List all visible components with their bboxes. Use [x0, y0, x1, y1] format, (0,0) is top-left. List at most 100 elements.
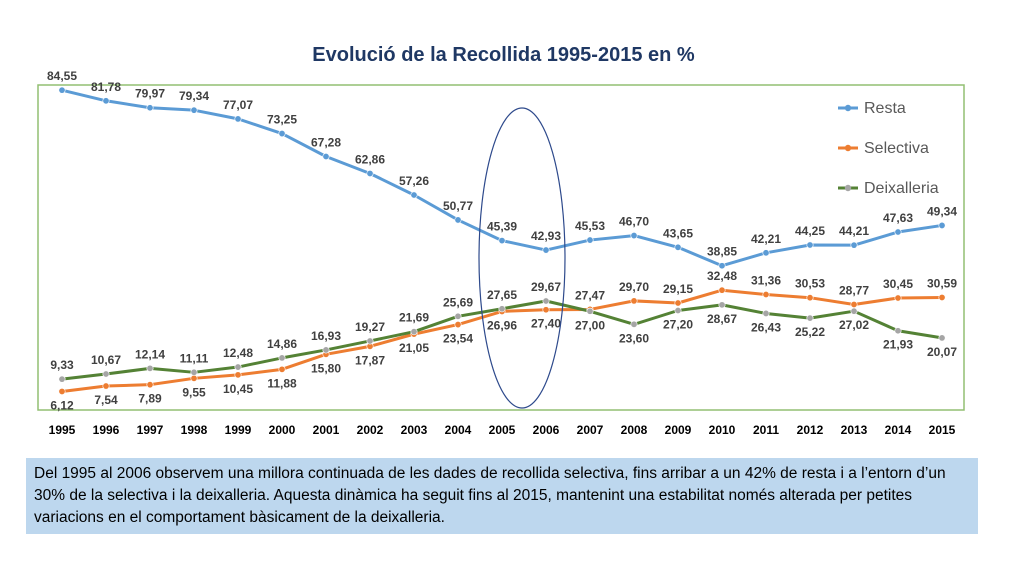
data-label-deixalleria-1998: 11,11 [180, 351, 209, 365]
data-label-resta-1995: 84,55 [47, 69, 77, 83]
data-label-deixalleria-2005: 27,65 [487, 288, 517, 302]
data-point-resta-2012 [806, 241, 814, 249]
x-tick-label-2008: 2008 [621, 423, 648, 437]
data-label-resta-2014: 47,63 [883, 211, 913, 225]
data-label-deixalleria-2000: 14,86 [267, 337, 297, 351]
data-label-selectiva-2010: 32,48 [707, 269, 737, 283]
data-point-deixalleria-1998 [190, 368, 198, 376]
data-label-resta-2009: 43,65 [663, 226, 693, 240]
legend-label-deixalleria: Deixalleria [864, 180, 939, 197]
data-label-deixalleria-2006: 29,67 [531, 280, 561, 294]
data-label-resta-2001: 67,28 [311, 136, 341, 150]
data-label-selectiva-2004: 23,54 [443, 332, 473, 346]
data-label-deixalleria-2011: 26,43 [751, 320, 781, 334]
data-label-selectiva-2005: 26,96 [487, 318, 517, 332]
data-point-selectiva-2004 [454, 321, 462, 329]
data-point-deixalleria-2006 [542, 297, 550, 305]
data-point-resta-2014 [894, 228, 902, 236]
data-point-resta-2010 [718, 262, 726, 270]
data-label-resta-2010: 38,85 [707, 245, 737, 259]
data-point-selectiva-1997 [146, 381, 154, 389]
data-label-resta-2008: 46,70 [619, 215, 649, 229]
data-point-selectiva-2008 [630, 297, 638, 305]
data-label-selectiva-1997: 7,89 [138, 392, 162, 406]
x-tick-label-2011: 2011 [753, 423, 779, 437]
data-label-deixalleria-2004: 25,69 [443, 295, 473, 309]
line-chart: 84,55 81,78 79,97 79,34 77,07 73,25 67,28 62,86… [37, 69, 965, 437]
legend-marker-resta [844, 104, 852, 112]
legend-label-selectiva: Selectiva [864, 140, 929, 157]
data-point-resta-2013 [850, 241, 858, 249]
data-label-deixalleria-2010: 28,67 [707, 312, 737, 326]
data-point-resta-1995 [58, 86, 66, 94]
data-label-deixalleria-1996: 10,67 [91, 353, 121, 367]
data-point-selectiva-1999 [234, 371, 242, 379]
data-label-deixalleria-2008: 23,60 [619, 331, 649, 345]
data-label-resta-2006: 42,93 [531, 229, 561, 243]
x-tick-label-2005: 2005 [489, 423, 516, 437]
data-label-selectiva-2011: 31,36 [751, 274, 781, 288]
data-label-deixalleria-1997: 12,14 [135, 347, 165, 361]
data-label-selectiva-2014: 30,45 [883, 277, 913, 291]
data-point-deixalleria-2001 [322, 346, 330, 354]
data-point-selectiva-2000 [278, 365, 286, 373]
data-point-deixalleria-1997 [146, 364, 154, 372]
data-label-resta-1996: 81,78 [91, 80, 121, 94]
data-label-resta-2004: 50,77 [443, 199, 473, 213]
data-point-deixalleria-2013 [850, 307, 858, 315]
data-label-selectiva-2012: 30,53 [795, 277, 825, 291]
data-label-resta-1999: 77,07 [223, 98, 253, 112]
data-label-resta-2011: 42,21 [751, 232, 781, 246]
data-point-resta-2002 [366, 169, 374, 177]
data-point-resta-2005 [498, 237, 506, 245]
legend-marker-deixalleria [844, 184, 852, 192]
data-label-selectiva-1998: 9,55 [182, 385, 206, 399]
data-point-selectiva-1996 [102, 382, 110, 390]
data-point-resta-1996 [102, 97, 110, 105]
x-tick-label-2010: 2010 [709, 423, 736, 437]
data-label-selectiva-2007: 27,47 [575, 288, 605, 302]
data-label-resta-2007: 45,53 [575, 219, 605, 233]
data-point-resta-2009 [674, 243, 682, 251]
data-point-deixalleria-2002 [366, 337, 374, 345]
data-label-selectiva-2008: 29,70 [619, 280, 649, 294]
data-label-deixalleria-2002: 19,27 [355, 320, 385, 334]
x-tick-label-2013: 2013 [841, 423, 868, 437]
data-point-resta-1998 [190, 106, 198, 114]
data-label-resta-2003: 57,26 [399, 174, 429, 188]
data-label-selectiva-2001: 15,80 [311, 361, 341, 375]
data-point-selectiva-1995 [58, 387, 66, 395]
data-point-selectiva-2009 [674, 299, 682, 307]
data-label-resta-2002: 62,86 [355, 152, 385, 166]
x-tick-label-1996: 1996 [93, 423, 120, 437]
data-point-resta-2011 [762, 249, 770, 257]
x-tick-label-2000: 2000 [269, 423, 296, 437]
data-point-deixalleria-2003 [410, 328, 418, 336]
data-label-deixalleria-1995: 9,33 [50, 358, 74, 372]
data-point-selectiva-2010 [718, 286, 726, 294]
x-tick-label-1998: 1998 [181, 423, 208, 437]
data-point-deixalleria-1996 [102, 370, 110, 378]
data-point-deixalleria-1999 [234, 363, 242, 371]
data-label-resta-1998: 79,34 [179, 89, 209, 103]
x-tick-label-2006: 2006 [533, 423, 560, 437]
x-tick-label-2007: 2007 [577, 423, 604, 437]
x-tick-label-2002: 2002 [357, 423, 384, 437]
data-point-resta-2015 [938, 221, 946, 229]
data-point-resta-2008 [630, 232, 638, 240]
x-tick-label-1999: 1999 [225, 423, 252, 437]
data-point-deixalleria-2000 [278, 354, 286, 362]
data-point-deixalleria-1995 [58, 375, 66, 383]
data-point-resta-2000 [278, 130, 286, 138]
data-label-deixalleria-2001: 16,93 [311, 329, 341, 343]
x-tick-label-1995: 1995 [49, 423, 76, 437]
x-tick-label-2012: 2012 [797, 423, 824, 437]
data-label-deixalleria-2013: 27,02 [839, 318, 869, 332]
data-point-resta-1997 [146, 104, 154, 112]
data-point-deixalleria-2007 [586, 307, 594, 315]
x-tick-label-2003: 2003 [401, 423, 428, 437]
data-point-resta-1999 [234, 115, 242, 123]
data-point-deixalleria-2012 [806, 314, 814, 322]
data-label-selectiva-1995: 6,12 [50, 398, 74, 412]
data-point-deixalleria-2009 [674, 306, 682, 314]
